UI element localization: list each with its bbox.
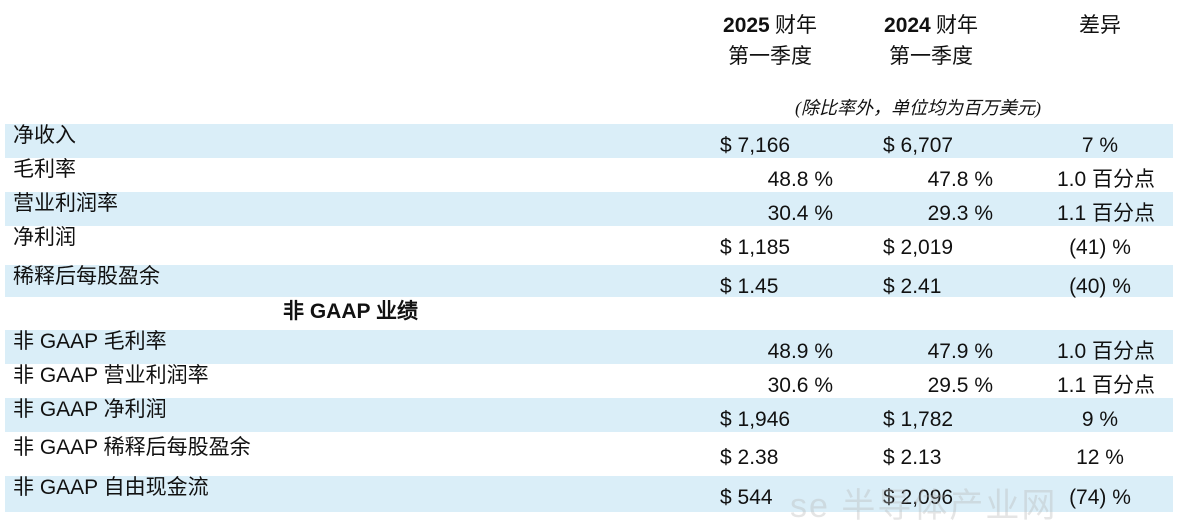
row-label: 稀释后每股盈余 xyxy=(13,265,160,288)
row-label: 非 GAAP 毛利率 xyxy=(13,330,167,353)
table-row: 非 GAAP 营业利润率 30.6 % 29.5 % 1.1 百分点 xyxy=(5,364,1173,398)
row-value-2025: $ 7,166 xyxy=(720,134,791,157)
header-col1-line2: 第一季度 xyxy=(728,44,812,68)
row-value-2024: $ 2,096 xyxy=(883,486,954,509)
row-value-2024: 29.5 % xyxy=(927,374,993,397)
section-title: 非 GAAP 业绩 xyxy=(283,300,418,323)
row-label: 毛利率 xyxy=(13,158,76,181)
table-row: 非 GAAP 自由现金流 $ 544 $ 2,096 (74) % xyxy=(5,476,1173,512)
row-value-2025: 48.9 % xyxy=(767,340,833,363)
row-value-diff: 1.1 百分点 xyxy=(1056,374,1155,397)
row-value-diff: 1.0 百分点 xyxy=(1056,168,1155,191)
row-value-diff: 12 % xyxy=(1076,446,1124,469)
header-col1: 2025 财年 第一季度 xyxy=(705,10,835,71)
header-col2-year: 2024 xyxy=(884,14,931,37)
table-row: 毛利率 48.8 % 47.8 % 1.0 百分点 xyxy=(5,158,1173,192)
row-value-diff: 7 % xyxy=(1081,134,1119,157)
row-value-2025: $ 1,185 xyxy=(720,236,791,259)
row-value-2024: $ 2.13 xyxy=(883,446,942,469)
section-header: 非 GAAP 业绩 xyxy=(5,298,1173,328)
table-row: 非 GAAP 净利润 $ 1,946 $ 1,782 9 % xyxy=(5,398,1173,432)
row-label: 非 GAAP 净利润 xyxy=(13,398,167,421)
row-label: 营业利润率 xyxy=(13,192,118,215)
row-label: 净利润 xyxy=(13,226,76,249)
row-value-2024: $ 1,782 xyxy=(883,408,954,431)
row-value-2025: $ 544 xyxy=(720,486,773,509)
row-value-2024: 29.3 % xyxy=(927,202,993,225)
row-value-diff: 1.1 百分点 xyxy=(1056,202,1155,225)
row-value-2024: 47.8 % xyxy=(927,168,993,191)
row-value-diff: (74) % xyxy=(1069,486,1131,509)
table-row: 营业利润率 30.4 % 29.3 % 1.1 百分点 xyxy=(5,192,1173,226)
row-value-2024: $ 6,707 xyxy=(883,134,954,157)
row-value-diff: 9 % xyxy=(1081,408,1119,431)
row-value-2025: 30.4 % xyxy=(767,202,833,225)
header-col2-suffix: 财年 xyxy=(930,13,978,37)
header-col1-year: 2025 xyxy=(723,14,770,37)
table-row: 非 GAAP 稀释后每股盈余 $ 2.38 $ 2.13 12 % xyxy=(5,436,1173,470)
row-label: 非 GAAP 稀释后每股盈余 xyxy=(13,436,251,459)
header-col3-label: 差异 xyxy=(1079,13,1121,37)
row-value-2025: 30.6 % xyxy=(767,374,833,397)
row-value-diff: (40) % xyxy=(1069,275,1131,298)
header-col1-suffix: 财年 xyxy=(769,13,817,37)
table-row: 净收入 $ 7,166 $ 6,707 7 % xyxy=(5,124,1173,158)
table-row: 净利润 $ 1,185 $ 2,019 (41) % xyxy=(5,226,1173,260)
row-value-2024: $ 2,019 xyxy=(883,236,954,259)
row-label: 非 GAAP 营业利润率 xyxy=(13,364,209,387)
row-label: 非 GAAP 自由现金流 xyxy=(13,476,209,499)
row-value-2025: $ 2.38 xyxy=(720,446,779,469)
row-value-2024: 47.9 % xyxy=(927,340,993,363)
units-note: (除比率外，单位均为百万美元) xyxy=(795,98,1041,118)
header-col3: 差异 xyxy=(1035,10,1165,40)
header-col2-line2: 第一季度 xyxy=(889,44,973,68)
row-value-2025: $ 1.45 xyxy=(720,275,779,298)
table-row: 非 GAAP 毛利率 48.9 % 47.9 % 1.0 百分点 xyxy=(5,330,1173,364)
row-value-2025: 48.8 % xyxy=(767,168,833,191)
row-label: 净收入 xyxy=(13,124,76,147)
header-col2: 2024 财年 第一季度 xyxy=(866,10,996,71)
row-value-2024: $ 2.41 xyxy=(883,275,942,298)
row-value-diff: (41) % xyxy=(1069,236,1131,259)
table-row: 稀释后每股盈余 $ 1.45 $ 2.41 (40) % xyxy=(5,265,1173,298)
row-value-2025: $ 1,946 xyxy=(720,408,791,431)
row-value-diff: 1.0 百分点 xyxy=(1056,340,1155,363)
